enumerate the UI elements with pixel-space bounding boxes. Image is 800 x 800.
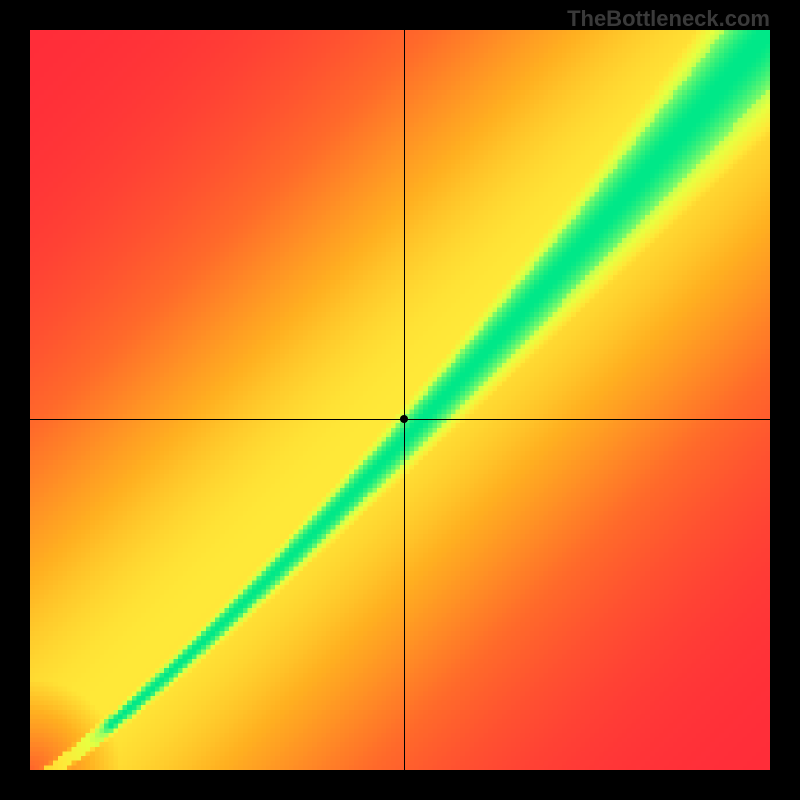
watermark-text: TheBottleneck.com [567,6,770,32]
marker-dot [400,415,408,423]
chart-container: TheBottleneck.com [0,0,800,800]
crosshair-vertical [404,30,405,770]
plot-area [30,30,770,770]
heatmap-canvas [30,30,770,770]
